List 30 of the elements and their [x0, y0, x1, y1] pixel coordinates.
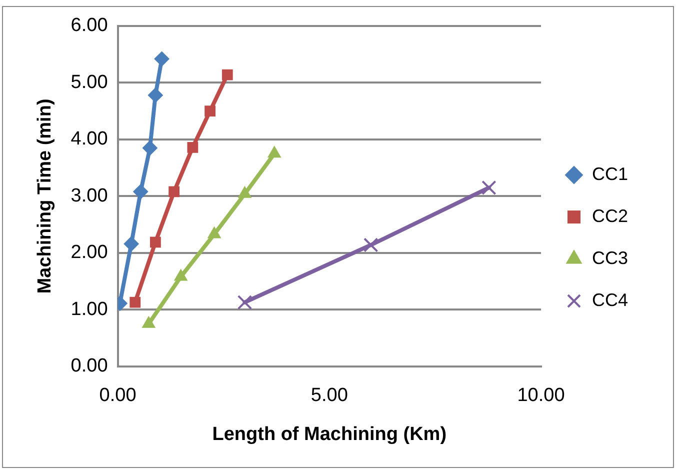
legend-label: CC2 — [592, 206, 628, 226]
point — [148, 88, 163, 103]
point — [363, 238, 378, 252]
x-tick-label: 10.00 — [517, 385, 565, 406]
point — [142, 140, 158, 156]
x-tick-label: 5.00 — [310, 385, 348, 406]
x-axis-title: Length of Machining (Km) — [212, 424, 447, 445]
legend-label: CC1 — [592, 164, 628, 184]
point — [204, 106, 216, 117]
legend-label: CC3 — [592, 248, 628, 268]
point — [482, 180, 496, 196]
point — [187, 142, 198, 153]
point — [237, 294, 252, 310]
y-tick-label: 5.00 — [70, 72, 108, 93]
y-tick-label: 3.00 — [70, 185, 108, 206]
point — [130, 296, 141, 308]
y-tick-label: 6.00 — [70, 15, 108, 36]
y-tick-label: 4.00 — [70, 128, 108, 150]
y-tick-label: 1.00 — [70, 298, 108, 320]
legend-label: CC4 — [592, 290, 628, 310]
y-tick-label: 0.00 — [70, 356, 108, 377]
point — [133, 184, 148, 200]
point — [154, 51, 170, 66]
x-tick-label: 0.00 — [99, 385, 136, 406]
point — [124, 236, 139, 252]
y-tick-label: 2.00 — [70, 242, 108, 264]
point — [150, 236, 161, 248]
y-axis-title: Machining Time (min) — [34, 98, 56, 294]
point — [168, 186, 180, 198]
point — [222, 69, 233, 80]
